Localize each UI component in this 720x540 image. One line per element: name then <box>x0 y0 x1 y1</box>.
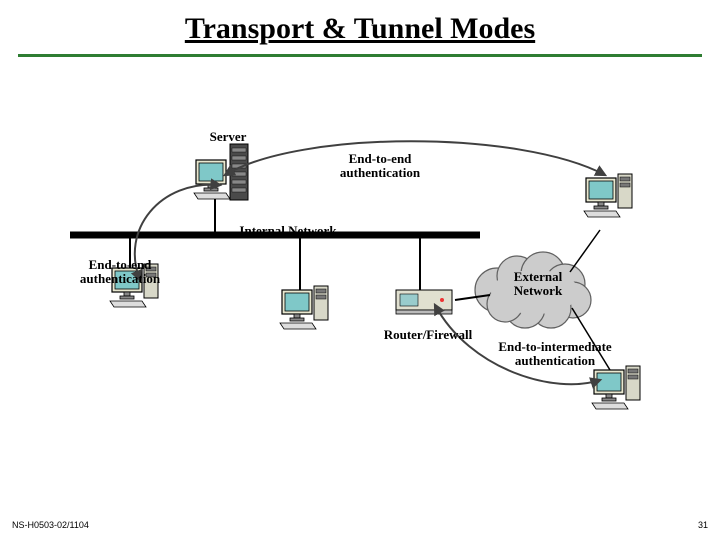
label-server: Server <box>198 130 258 144</box>
diagram-stage: Server Internal Network End-to-end authe… <box>0 0 720 540</box>
label-external-network: External Network <box>498 270 578 299</box>
label-internal-network: Internal Network <box>228 224 348 238</box>
label-end-to-end-left: End-to-end authentication <box>70 258 170 287</box>
footer-doc-id: NS-H0503-02/1104 <box>12 520 89 530</box>
footer-page-number: 31 <box>698 520 708 530</box>
label-end-to-intermediate: End-to-intermediate authentication <box>480 340 630 369</box>
label-router-firewall: Router/Firewall <box>368 328 488 342</box>
label-end-to-end-top: End-to-end authentication <box>330 152 430 181</box>
